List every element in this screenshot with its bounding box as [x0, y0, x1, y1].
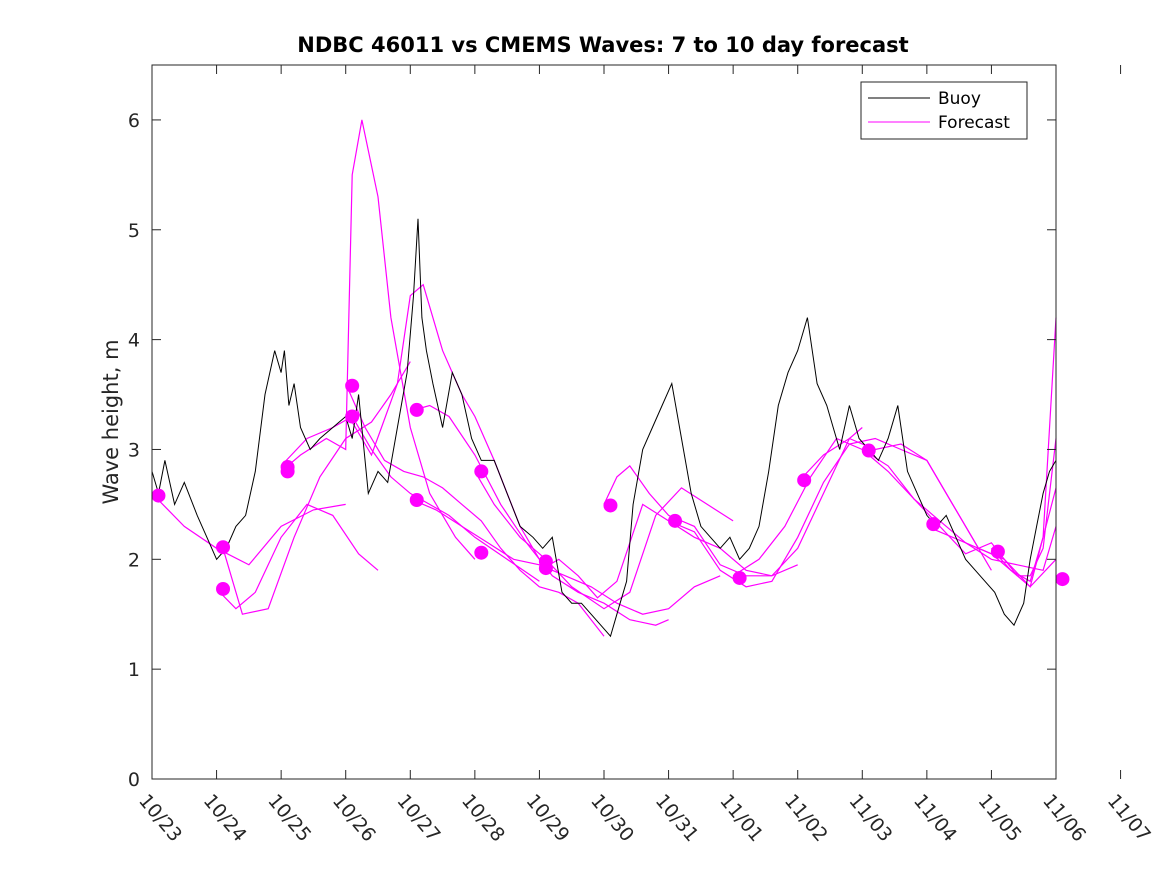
forecast-point	[409, 492, 424, 507]
legend-box	[860, 81, 1028, 140]
forecast-point	[668, 513, 683, 528]
series-layer	[151, 119, 1057, 638]
forecast-line	[345, 383, 605, 637]
forecast-point	[151, 488, 166, 503]
forecast-line	[539, 503, 798, 599]
forecast-line	[732, 437, 1057, 577]
forecast-line	[474, 471, 734, 610]
y-tick-label: 1	[128, 659, 140, 681]
y-axis: 0 1 2 3 4 5 6	[128, 110, 1056, 791]
forecast-point	[1055, 572, 1070, 587]
plot-background	[152, 65, 1056, 779]
y-tick-label: 5	[128, 220, 140, 242]
forecast-line	[151, 492, 346, 566]
forecast-line	[280, 415, 540, 582]
forecast-point	[474, 545, 489, 560]
y-axis-label: Wave height, m	[99, 339, 123, 504]
forecast-point	[216, 540, 231, 555]
legend-forecast-label: Forecast	[938, 113, 1010, 133]
chart-title: NDBC 46011 vs CMEMS Waves: 7 to 10 day f…	[297, 33, 908, 57]
forecast-point	[345, 409, 360, 424]
forecast-point	[603, 498, 618, 513]
legend-buoy-label: Buoy	[938, 89, 981, 109]
forecast-point	[216, 581, 231, 596]
forecast-line	[280, 119, 476, 560]
y-tick-label: 3	[128, 439, 140, 461]
forecast-line	[603, 427, 863, 577]
forecast-line	[222, 361, 411, 615]
y-tick-label: 0	[128, 769, 140, 791]
forecast-point	[732, 570, 747, 585]
y-tick-label: 2	[128, 549, 140, 571]
forecast-line	[410, 498, 721, 615]
forecast-line	[216, 503, 379, 610]
forecast-point	[861, 443, 876, 458]
forecast-point	[280, 460, 295, 475]
forecast-point	[990, 544, 1005, 559]
forecast-point	[797, 473, 812, 488]
y-tick-label: 6	[128, 110, 140, 132]
y-tick-label: 4	[128, 330, 140, 352]
points-layer	[151, 378, 1070, 596]
legend: Buoy Forecast	[860, 81, 1028, 140]
forecast-point	[926, 517, 941, 532]
buoy-line	[151, 218, 1057, 638]
forecast-line	[990, 317, 1057, 588]
forecast-point	[409, 402, 424, 417]
forecast-point	[474, 464, 489, 479]
forecast-point	[538, 561, 553, 576]
forecast-point	[345, 378, 360, 393]
plot-area	[152, 65, 1056, 779]
